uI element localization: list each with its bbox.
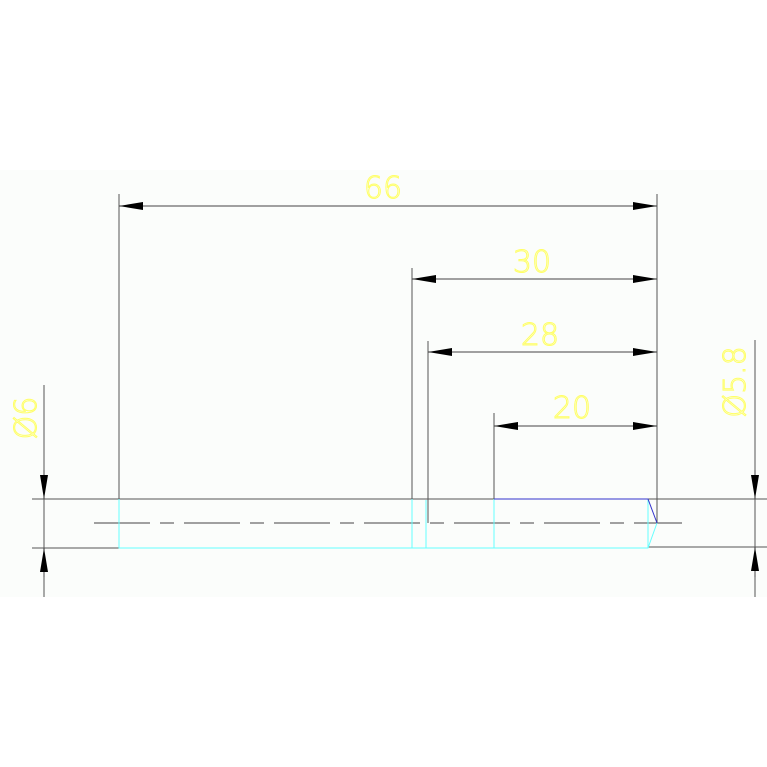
dimension-lines <box>40 202 759 577</box>
dim-dia58-label: Ø5.8 <box>718 346 753 417</box>
dim-28-label: 28 <box>521 318 559 353</box>
dim-dia6-label: Ø6 <box>9 397 44 440</box>
dim-66-label: 66 <box>364 171 402 206</box>
part-outline-top-edge <box>494 498 658 524</box>
dim-30-label: 30 <box>513 245 551 280</box>
part-outline <box>118 499 658 549</box>
drawing-area <box>0 170 767 597</box>
dim-20-label: 20 <box>553 391 591 426</box>
